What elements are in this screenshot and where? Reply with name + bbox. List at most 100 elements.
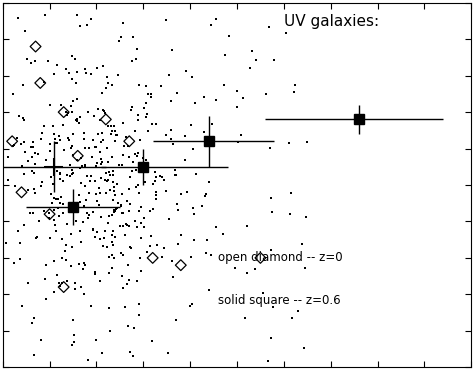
Point bbox=[62, 248, 69, 254]
Point bbox=[74, 153, 82, 159]
Point bbox=[76, 228, 83, 234]
Point bbox=[54, 196, 62, 202]
Point bbox=[109, 252, 116, 258]
Point bbox=[98, 213, 105, 219]
Text: UV galaxies:: UV galaxies: bbox=[284, 14, 379, 29]
Point bbox=[62, 66, 69, 72]
Point bbox=[251, 266, 258, 272]
Point bbox=[41, 12, 49, 18]
Point bbox=[269, 209, 276, 215]
Point bbox=[207, 252, 215, 258]
Point bbox=[104, 177, 112, 183]
Point bbox=[212, 224, 219, 230]
Point bbox=[173, 201, 181, 207]
Point bbox=[135, 301, 143, 307]
Point bbox=[165, 72, 173, 78]
Point bbox=[67, 263, 74, 269]
Point bbox=[61, 147, 68, 153]
Point bbox=[169, 259, 176, 265]
Point bbox=[118, 162, 126, 168]
Point bbox=[37, 135, 45, 141]
Point bbox=[110, 184, 118, 190]
Point bbox=[73, 118, 81, 124]
Point bbox=[69, 110, 76, 115]
Point bbox=[128, 104, 136, 110]
Point bbox=[27, 60, 35, 66]
Point bbox=[60, 122, 67, 128]
Point bbox=[76, 23, 84, 29]
Point bbox=[152, 189, 160, 195]
Point bbox=[20, 139, 28, 145]
Point bbox=[109, 228, 117, 234]
Point bbox=[256, 255, 264, 261]
Point bbox=[137, 268, 145, 274]
Point bbox=[289, 315, 296, 321]
Point bbox=[53, 63, 60, 68]
Point bbox=[126, 174, 134, 180]
Text: solid square -- z=0.6: solid square -- z=0.6 bbox=[218, 294, 341, 307]
Point bbox=[90, 113, 97, 119]
Point bbox=[111, 208, 119, 213]
Point bbox=[108, 128, 116, 134]
Point bbox=[148, 338, 155, 344]
Point bbox=[103, 243, 110, 249]
Point bbox=[59, 255, 66, 260]
Point bbox=[220, 82, 228, 88]
Point bbox=[165, 216, 173, 222]
Point bbox=[42, 276, 49, 282]
Point bbox=[168, 47, 176, 53]
Point bbox=[122, 134, 130, 140]
Point bbox=[87, 71, 94, 77]
Point bbox=[126, 245, 134, 250]
Point bbox=[93, 65, 101, 71]
Point bbox=[96, 278, 104, 284]
Point bbox=[139, 155, 146, 161]
Point bbox=[174, 207, 182, 213]
Point bbox=[118, 273, 126, 279]
Point bbox=[34, 151, 41, 157]
Point bbox=[301, 265, 309, 271]
Point bbox=[183, 189, 191, 195]
Point bbox=[73, 157, 81, 163]
Point bbox=[57, 194, 64, 200]
Point bbox=[50, 131, 58, 137]
Point bbox=[71, 57, 79, 63]
Point bbox=[154, 242, 161, 248]
Point bbox=[32, 44, 39, 50]
Point bbox=[96, 236, 104, 242]
Point bbox=[69, 131, 76, 137]
Point bbox=[102, 190, 109, 196]
Point bbox=[65, 137, 73, 143]
Point bbox=[64, 135, 72, 141]
Point bbox=[110, 206, 118, 212]
Point bbox=[79, 266, 87, 272]
Point bbox=[142, 100, 150, 106]
Point bbox=[174, 241, 182, 247]
Point bbox=[17, 141, 25, 147]
Point bbox=[147, 94, 155, 100]
Point bbox=[156, 173, 164, 179]
Point bbox=[202, 250, 210, 256]
Point bbox=[285, 139, 293, 145]
Point bbox=[206, 287, 213, 293]
Point bbox=[119, 285, 127, 291]
Point bbox=[62, 66, 70, 72]
Point bbox=[137, 137, 144, 142]
Point bbox=[58, 102, 65, 108]
Point bbox=[36, 80, 44, 86]
Point bbox=[65, 70, 73, 76]
Point bbox=[135, 150, 142, 156]
Point bbox=[70, 317, 77, 323]
Point bbox=[17, 256, 24, 262]
Point bbox=[119, 211, 127, 216]
Point bbox=[77, 155, 85, 161]
Point bbox=[153, 196, 160, 202]
Point bbox=[241, 316, 248, 322]
Point bbox=[157, 83, 165, 88]
Point bbox=[81, 203, 88, 209]
Point bbox=[33, 235, 41, 241]
Point bbox=[234, 88, 241, 94]
Point bbox=[55, 280, 63, 286]
Point bbox=[51, 258, 58, 264]
Point bbox=[128, 168, 136, 174]
